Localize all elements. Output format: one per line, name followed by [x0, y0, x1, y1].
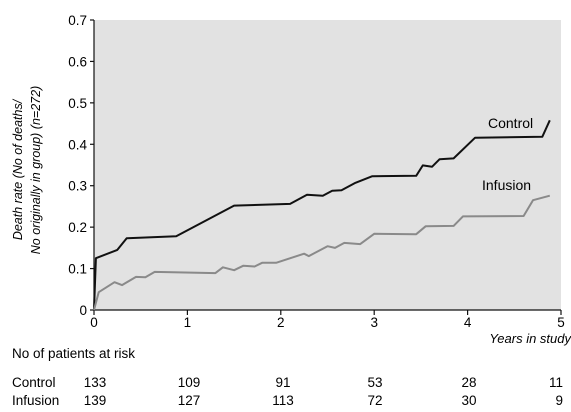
- y-tick-label: 0.5: [68, 96, 87, 111]
- risk-row-label: Control: [12, 375, 56, 390]
- risk-cell-value: 133: [84, 375, 107, 390]
- plot-area: [94, 20, 561, 310]
- x-tick-label: 1: [184, 315, 192, 330]
- x-tick-label: 3: [370, 315, 378, 330]
- risk-cell-value: 139: [84, 393, 107, 408]
- risk-cell-value: 109: [178, 375, 201, 390]
- risk-cell-value: 113: [272, 393, 294, 408]
- x-axis-label: Years in study: [489, 331, 571, 346]
- y-tick-label: 0: [79, 303, 87, 318]
- risk-cell-value: 9: [555, 393, 563, 408]
- x-ticks: 0 1 2 3 4 5: [90, 310, 565, 330]
- y-ticks: 0 0.1 0.2 0.3 0.4 0.5 0.6 0.7: [68, 13, 94, 318]
- series-line-control: [93, 119, 551, 311]
- y-tick-label: 0.3: [68, 179, 87, 194]
- y-tick-label: 0.7: [68, 13, 87, 28]
- risk-cell-value: 53: [367, 375, 382, 390]
- y-tick-label: 0.2: [68, 220, 87, 235]
- x-tick-label: 5: [557, 315, 565, 330]
- y-tick-label: 0.1: [68, 262, 87, 277]
- risk-cell-value: 28: [461, 375, 476, 390]
- series-line-infusion: [93, 194, 551, 311]
- y-tick-label: 0.6: [68, 54, 87, 69]
- series-label-infusion: Infusion: [482, 177, 531, 193]
- risk-cell-value: 72: [367, 393, 382, 408]
- y-axis-label-line2: No originally in group) (n=272): [29, 86, 43, 255]
- x-tick-label: 2: [277, 315, 285, 330]
- risk-table-title: No of patients at risk: [12, 346, 135, 361]
- risk-cell-value: 30: [461, 393, 476, 408]
- risk-cell-value: 91: [275, 375, 290, 390]
- y-tick-label: 0.4: [68, 137, 87, 152]
- risk-table: Control 133 109 91 53 28 11 Infusion 139 127 113 72…: [12, 375, 563, 408]
- risk-cell-value: 11: [549, 375, 563, 390]
- series-label-control: Control: [488, 115, 533, 131]
- risk-cell-value: 127: [178, 393, 201, 408]
- y-axis-label-line1: Death rate (No of deaths/: [11, 98, 25, 240]
- x-tick-label: 0: [90, 315, 98, 330]
- series-layer: [93, 119, 551, 311]
- risk-row-label: Infusion: [12, 393, 59, 408]
- x-tick-label: 4: [464, 315, 472, 330]
